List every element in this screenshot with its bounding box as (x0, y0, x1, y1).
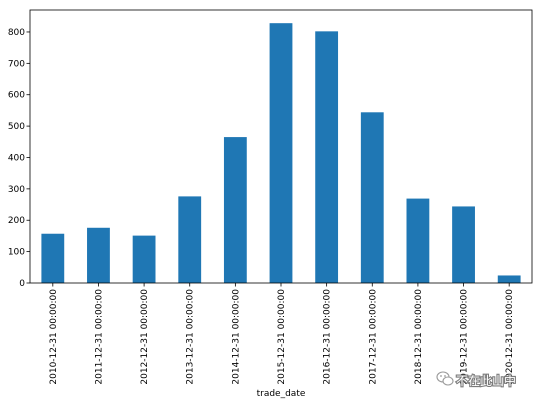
bar (132, 235, 156, 283)
y-tick-label: 200 (8, 216, 25, 226)
wechat-bubble-icon (436, 371, 454, 386)
y-tick-label: 700 (8, 59, 25, 69)
y-tick-label: 300 (8, 185, 25, 195)
y-tick-label: 0 (19, 279, 25, 289)
y-tick-label: 500 (8, 122, 25, 132)
x-tick-label: 2014-12-31 00:00:00 (231, 289, 241, 385)
y-tick-label: 800 (8, 28, 25, 38)
x-tick-label: 2018-12-31 00:00:00 (414, 289, 424, 385)
bar (178, 196, 202, 283)
bar (87, 227, 110, 283)
bar (41, 233, 65, 283)
x-tick-label: 2012-12-31 00:00:00 (140, 289, 150, 385)
y-axis-ticks: 0 100 200 300 400 500 600 700 800 (8, 28, 30, 289)
y-tick-label: 100 (8, 248, 25, 258)
bar (360, 112, 384, 283)
x-tick-label: 2010-12-31 00:00:00 (49, 289, 59, 385)
x-tick-label: 2013-12-31 00:00:00 (186, 289, 196, 385)
bar (452, 206, 475, 283)
x-tick-label: 2011-12-31 00:00:00 (94, 289, 104, 385)
watermark: 不在此山中 (436, 371, 517, 389)
x-tick-label: 2019-12-31 00:00:00 (460, 289, 470, 385)
x-tick-label: 2016-12-31 00:00:00 (323, 289, 333, 385)
y-tick-label: 400 (8, 153, 25, 163)
bar (315, 31, 339, 283)
bar (269, 23, 293, 283)
x-axis-ticks: 2010-12-31 00:00:00 2011-12-31 00:00:00 20… (49, 283, 515, 385)
x-axis-label: trade_date (257, 389, 306, 399)
x-tick-label: 2020-12-31 00:00:00 (505, 289, 515, 385)
bar (223, 137, 247, 283)
bar (406, 198, 430, 283)
y-tick-label: 600 (8, 91, 25, 101)
plot-frame (29, 9, 533, 284)
bar (497, 275, 521, 283)
x-tick-label: 2017-12-31 00:00:00 (368, 289, 378, 385)
bars-group (41, 23, 521, 283)
watermark-text: 不在此山中 (456, 373, 516, 388)
x-tick-label: 2015-12-31 00:00:00 (277, 289, 287, 385)
